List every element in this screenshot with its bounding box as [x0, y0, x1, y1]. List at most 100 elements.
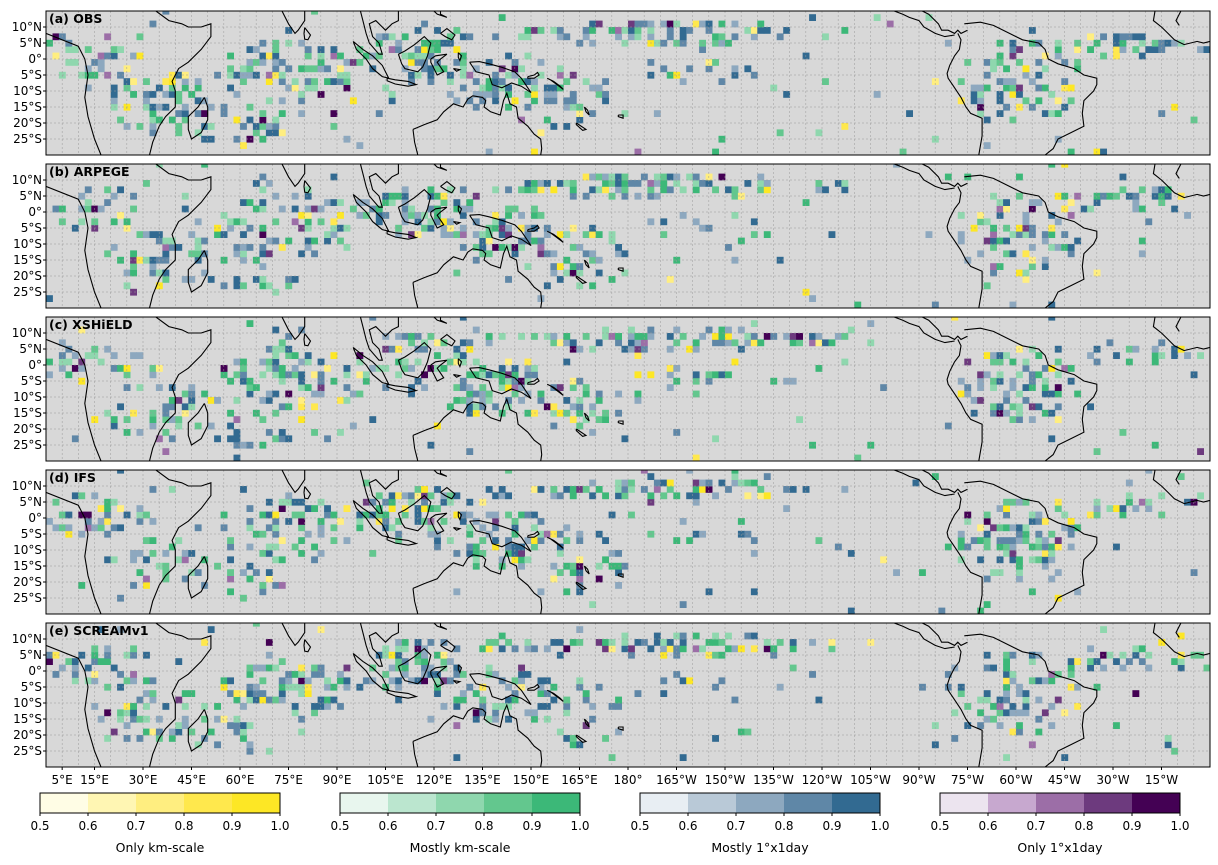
field-cell — [628, 479, 635, 487]
field-cell — [660, 645, 668, 653]
field-cell — [291, 276, 299, 283]
field-cell — [511, 518, 519, 525]
field-cell — [608, 27, 616, 34]
field-cell — [188, 397, 196, 404]
field-cell — [653, 180, 661, 187]
field-cell — [149, 677, 157, 685]
field-cell — [621, 180, 629, 187]
field-cell — [569, 192, 577, 200]
field-cell — [304, 237, 312, 245]
coastline — [870, 317, 955, 344]
field-cell — [628, 20, 635, 28]
field-cell — [569, 345, 577, 353]
field-cell — [847, 326, 855, 334]
field-cell — [1022, 212, 1030, 219]
field-cell — [272, 556, 280, 564]
field-cell — [485, 664, 493, 672]
field-cell — [110, 524, 118, 532]
field-cell — [110, 416, 118, 423]
field-cell — [1009, 703, 1017, 710]
field-cell — [809, 295, 816, 302]
field-cell — [84, 84, 92, 92]
field-cell — [815, 129, 823, 137]
field-cell — [1074, 59, 1082, 66]
field-cell — [524, 365, 532, 372]
field-cell — [563, 486, 571, 493]
field-cell — [149, 269, 157, 277]
field-cell — [143, 180, 150, 187]
field-cell — [311, 556, 318, 564]
field-cell — [1054, 218, 1062, 226]
field-cell — [265, 123, 273, 130]
field-cell — [201, 703, 209, 710]
field-cell — [317, 46, 325, 53]
field-cell — [434, 486, 441, 493]
field-cell — [130, 703, 137, 710]
field-cell — [977, 524, 985, 532]
field-cell — [563, 180, 571, 187]
field-cell — [78, 326, 86, 334]
field-cell — [265, 358, 273, 366]
lat-tick-label: 15°S — [13, 100, 42, 114]
field-cell — [408, 492, 415, 500]
field-cell — [71, 492, 79, 500]
field-cell — [311, 237, 318, 245]
lat-tick-label: 10°N — [12, 20, 42, 34]
field-cell — [175, 722, 183, 729]
field-cell — [744, 180, 752, 187]
field-cell — [815, 186, 823, 194]
field-cell — [246, 390, 254, 398]
field-cell — [1016, 524, 1023, 532]
field-cell — [569, 244, 577, 251]
colorbar-segment — [484, 793, 533, 813]
field-cell — [1022, 358, 1030, 366]
field-cell — [408, 52, 415, 60]
field-cell — [201, 639, 209, 646]
field-cell — [1009, 677, 1017, 685]
field-cell — [996, 59, 1004, 66]
field-cell — [1022, 365, 1030, 372]
field-cell — [149, 371, 157, 379]
field-cell — [453, 46, 461, 53]
field-cell — [343, 244, 351, 251]
field-cell — [692, 20, 700, 28]
field-cell — [925, 231, 933, 238]
coastline — [870, 470, 968, 494]
field-cell — [337, 237, 344, 245]
field-cell — [362, 479, 370, 487]
field-cell — [1145, 218, 1153, 226]
field-cell — [149, 422, 157, 430]
field-cell — [951, 317, 959, 321]
field-cell — [628, 645, 635, 653]
field-cell — [459, 696, 467, 704]
field-cell — [291, 511, 299, 519]
field-cell — [1054, 416, 1062, 423]
field-cell — [750, 588, 758, 596]
field-cell — [1061, 244, 1069, 251]
field-cell — [71, 365, 79, 372]
coastline — [946, 186, 983, 308]
field-cell — [492, 492, 500, 500]
field-cell — [246, 46, 254, 53]
lat-tick-label: 10°S — [13, 237, 42, 251]
field-cell — [440, 65, 448, 73]
field-cell — [181, 575, 189, 583]
field-cell — [731, 212, 739, 219]
field-cell — [990, 703, 997, 710]
field-cell — [459, 231, 467, 238]
coastline — [964, 327, 1098, 461]
field-cell — [537, 588, 545, 596]
field-cell — [143, 582, 150, 589]
field-cell — [1080, 205, 1088, 213]
field-cell — [505, 377, 512, 385]
field-cell — [1054, 52, 1062, 60]
field-cell — [298, 91, 306, 98]
field-cell — [744, 479, 752, 487]
field-cell — [188, 276, 196, 283]
field-cell — [634, 397, 642, 404]
field-cell — [369, 498, 377, 506]
field-cell — [1003, 397, 1010, 404]
field-cell — [1048, 703, 1056, 710]
colorbar-segment — [88, 793, 137, 813]
field-cell — [524, 645, 532, 653]
